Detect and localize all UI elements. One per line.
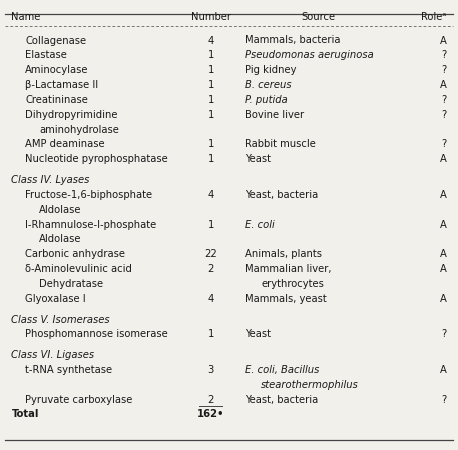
- Text: ?: ?: [442, 50, 447, 60]
- Text: Mammals, bacteria: Mammals, bacteria: [245, 36, 341, 45]
- Text: Source: Source: [301, 12, 335, 22]
- Text: Pseudomonas aeruginosa: Pseudomonas aeruginosa: [245, 50, 374, 60]
- Text: A: A: [440, 294, 447, 304]
- Text: Nucleotide pyrophosphatase: Nucleotide pyrophosphatase: [25, 154, 168, 164]
- Text: 3: 3: [207, 365, 214, 375]
- Text: 1: 1: [207, 220, 214, 230]
- Text: 1: 1: [207, 95, 214, 105]
- Text: Mammals, yeast: Mammals, yeast: [245, 294, 327, 304]
- Text: Name: Name: [11, 12, 41, 22]
- Text: 1: 1: [207, 140, 214, 149]
- Text: 22: 22: [204, 249, 217, 259]
- Text: 1: 1: [207, 154, 214, 164]
- Text: t-RNA synthetase: t-RNA synthetase: [25, 365, 112, 375]
- Text: erythrocytes: erythrocytes: [261, 279, 324, 289]
- Text: 4: 4: [207, 190, 214, 200]
- Text: stearothermophilus: stearothermophilus: [261, 380, 359, 390]
- Text: Aminocylase: Aminocylase: [25, 65, 89, 75]
- Text: Yeast: Yeast: [245, 329, 271, 339]
- Text: Class V. Isomerases: Class V. Isomerases: [11, 315, 110, 324]
- Text: 1: 1: [207, 65, 214, 75]
- Text: 162•: 162•: [197, 410, 224, 419]
- Text: Elastase: Elastase: [25, 50, 67, 60]
- Text: A: A: [440, 80, 447, 90]
- Text: Phosphomannose isomerase: Phosphomannose isomerase: [25, 329, 168, 339]
- Text: Class VI. Ligases: Class VI. Ligases: [11, 350, 94, 360]
- Text: Fructose-1,6-biphosphate: Fructose-1,6-biphosphate: [25, 190, 153, 200]
- Text: 1: 1: [207, 110, 214, 120]
- Text: Mammalian liver,: Mammalian liver,: [245, 264, 332, 274]
- Text: ?: ?: [442, 110, 447, 120]
- Text: B. cereus: B. cereus: [245, 80, 292, 90]
- Text: Animals, plants: Animals, plants: [245, 249, 322, 259]
- Text: Total: Total: [11, 410, 39, 419]
- Text: A: A: [440, 264, 447, 274]
- Text: A: A: [440, 36, 447, 45]
- Text: 1: 1: [207, 50, 214, 60]
- Text: Aldolase: Aldolase: [39, 205, 82, 215]
- Text: 2: 2: [207, 395, 214, 405]
- Text: A: A: [440, 220, 447, 230]
- Text: Yeast, bacteria: Yeast, bacteria: [245, 190, 318, 200]
- Text: ?: ?: [442, 329, 447, 339]
- Text: ?: ?: [442, 395, 447, 405]
- Text: 1: 1: [207, 80, 214, 90]
- Text: 2: 2: [207, 264, 214, 274]
- Text: 4: 4: [207, 36, 214, 45]
- Text: 1: 1: [207, 329, 214, 339]
- Text: A: A: [440, 365, 447, 375]
- Text: δ-Aminolevulinic acid: δ-Aminolevulinic acid: [25, 264, 132, 274]
- Text: Rabbit muscle: Rabbit muscle: [245, 140, 316, 149]
- Text: Class IV. Lyases: Class IV. Lyases: [11, 175, 90, 185]
- Text: Yeast: Yeast: [245, 154, 271, 164]
- Text: Bovine liver: Bovine liver: [245, 110, 304, 120]
- Text: β-Lactamase II: β-Lactamase II: [25, 80, 98, 90]
- Text: aminohydrolase: aminohydrolase: [39, 125, 119, 135]
- Text: P. putida: P. putida: [245, 95, 288, 105]
- Text: A: A: [440, 190, 447, 200]
- Text: Dehydratase: Dehydratase: [39, 279, 103, 289]
- Text: ?: ?: [442, 95, 447, 105]
- Text: Pig kidney: Pig kidney: [245, 65, 296, 75]
- Text: A: A: [440, 249, 447, 259]
- Text: A: A: [440, 154, 447, 164]
- Text: Yeast, bacteria: Yeast, bacteria: [245, 395, 318, 405]
- Text: ?: ?: [442, 140, 447, 149]
- Text: E. coli: E. coli: [245, 220, 275, 230]
- Text: Number: Number: [191, 12, 231, 22]
- Text: Dihydropyrimidine: Dihydropyrimidine: [25, 110, 118, 120]
- Text: Pyruvate carboxylase: Pyruvate carboxylase: [25, 395, 132, 405]
- Text: Carbonic anhydrase: Carbonic anhydrase: [25, 249, 125, 259]
- Text: Creatininase: Creatininase: [25, 95, 88, 105]
- Text: Glyoxalase I: Glyoxalase I: [25, 294, 86, 304]
- Text: 4: 4: [207, 294, 214, 304]
- Text: Roleᵃ: Roleᵃ: [421, 12, 447, 22]
- Text: Aldolase: Aldolase: [39, 234, 82, 244]
- Text: Collagenase: Collagenase: [25, 36, 86, 45]
- Text: E. coli, Bacillus: E. coli, Bacillus: [245, 365, 319, 375]
- Text: l-Rhamnulose-l-phosphate: l-Rhamnulose-l-phosphate: [25, 220, 157, 230]
- Text: AMP deaminase: AMP deaminase: [25, 140, 105, 149]
- Text: ?: ?: [442, 65, 447, 75]
